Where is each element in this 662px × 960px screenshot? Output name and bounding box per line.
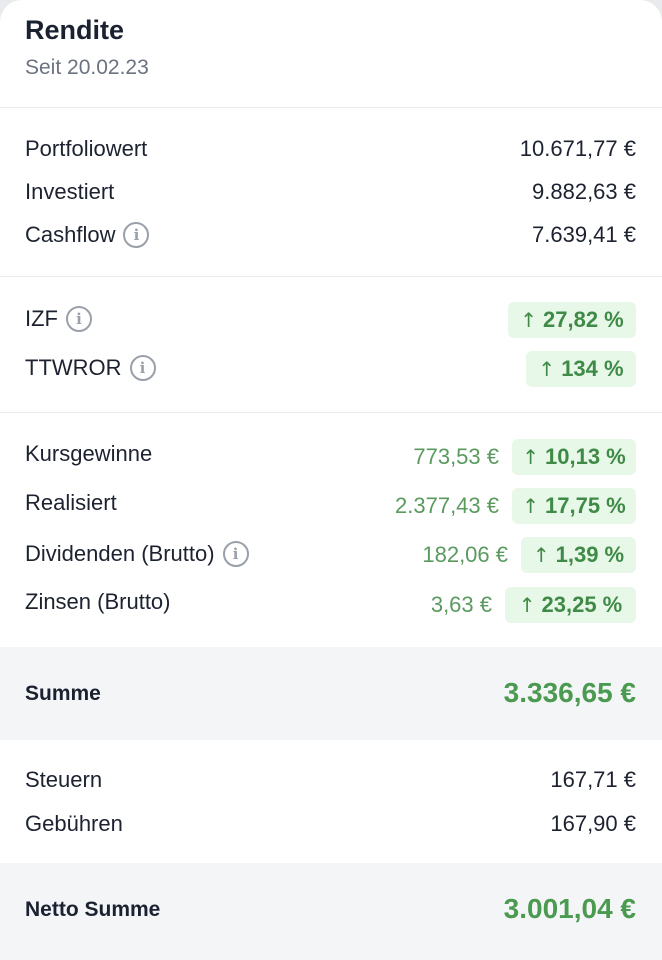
fees-value: 167,90 €	[550, 811, 636, 836]
taxes-label: Steuern	[25, 767, 103, 792]
realized-label: Realisiert	[25, 490, 117, 515]
interest-badge: ↑ 23,25 %	[505, 587, 636, 623]
price-gains-badge: ↑ 10,13 %	[512, 439, 636, 475]
arrow-up-icon: ↑	[532, 543, 550, 567]
divider	[0, 412, 662, 413]
card-subtitle: Seit 20.02.23	[25, 56, 149, 79]
fees-label: Gebühren	[25, 811, 123, 836]
taxes-value: 167,71 €	[550, 767, 636, 792]
dividends-amount: 182,06 €	[422, 542, 508, 567]
arrow-up-icon: ↑	[518, 593, 536, 617]
interest-label: Zinsen (Brutto)	[25, 589, 171, 614]
realized-amount: 2.377,43 €	[395, 493, 499, 518]
price-gains-amount: 773,53 €	[413, 444, 499, 469]
sum-label: Summe	[25, 682, 101, 705]
portfolio-value-label: Portfoliowert	[25, 136, 148, 161]
net-sum-value: 3.001,04 €	[503, 893, 636, 924]
info-icon[interactable]: i	[66, 306, 92, 332]
arrow-up-icon: ↑	[520, 308, 538, 332]
sum-value: 3.336,65 €	[503, 677, 636, 708]
divider	[0, 276, 662, 277]
cashflow-label: Cashflow i	[25, 222, 150, 248]
card-header: Rendite Seit 20.02.23	[0, 0, 662, 107]
net-sum-row: Netto Summe 3.001,04 €	[0, 863, 662, 960]
sum-row: Summe 3.336,65 €	[0, 647, 662, 740]
portfolio-value: 10.671,77 €	[519, 136, 636, 161]
invested-label: Investiert	[25, 179, 115, 204]
realized-badge: ↑ 17,75 %	[512, 488, 636, 524]
ttwror-badge: ↑ 134 %	[526, 351, 636, 387]
ttwror-label: TTWROR i	[25, 355, 156, 381]
arrow-up-icon: ↑	[522, 494, 540, 518]
izf-badge: ↑ 27,82 %	[508, 302, 636, 338]
card-title: Rendite	[25, 15, 125, 45]
arrow-up-icon: ↑	[538, 357, 556, 381]
divider	[0, 107, 662, 108]
invested-value: 9.882,63 €	[532, 179, 636, 204]
price-gains-label: Kursgewinne	[25, 441, 153, 466]
arrow-up-icon: ↑	[522, 445, 540, 469]
izf-label: IZF i	[25, 306, 92, 332]
interest-amount: 3,63 €	[430, 592, 492, 617]
info-icon[interactable]: i	[129, 355, 156, 381]
dividends-label: Dividenden (Brutto) i	[25, 541, 249, 567]
info-icon[interactable]: i	[222, 541, 249, 567]
cashflow-value: 7.639,41 €	[532, 222, 636, 247]
dividends-badge: ↑ 1,39 %	[521, 537, 636, 573]
info-icon[interactable]: i	[123, 222, 150, 248]
net-sum-label: Netto Summe	[25, 898, 161, 921]
